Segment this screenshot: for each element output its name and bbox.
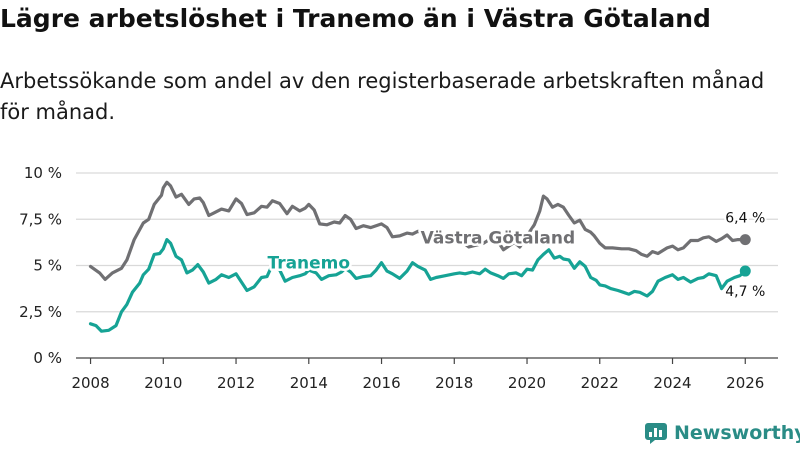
x-tick-label: 2010 bbox=[144, 374, 182, 392]
tranemo-end-marker bbox=[739, 265, 751, 277]
tranemo-line bbox=[88, 238, 747, 333]
x-tick-label: 2014 bbox=[290, 374, 328, 392]
y-tick-label: 0 % bbox=[33, 349, 62, 367]
tranemo-label: Tranemo bbox=[267, 253, 350, 273]
y-tick-label: 2,5 % bbox=[19, 303, 62, 321]
x-tick-label: 2020 bbox=[508, 374, 546, 392]
axes: 0 % 2,5 % 5 % 7,5 % 10 % 2008 2010 2012 2014 2016… bbox=[19, 164, 778, 392]
tranemo-end-value: 4,7 % bbox=[725, 284, 765, 300]
vastra-gotaland-end-marker bbox=[739, 234, 751, 246]
x-tick-label: 2024 bbox=[653, 374, 691, 392]
x-tick-label: 2008 bbox=[71, 374, 109, 392]
y-tick-label: 5 % bbox=[33, 257, 62, 275]
series-labels: Västra Götaland Tranemo 6,4 % 4,7 % bbox=[265, 209, 767, 302]
x-tick-label: 2018 bbox=[435, 374, 473, 392]
vastra-gotaland-label: Västra Götaland bbox=[421, 228, 576, 248]
series-lines bbox=[88, 180, 751, 333]
chart-subtitle: Arbetssökande som andel av den registerb… bbox=[0, 69, 765, 124]
brand-name: Newsworthy bbox=[674, 422, 800, 444]
vastra-gotaland-line bbox=[88, 180, 747, 281]
y-tick-label: 7,5 % bbox=[19, 210, 62, 228]
x-tick-label: 2026 bbox=[726, 374, 764, 392]
newsworthy-logo: Newsworthy bbox=[644, 420, 800, 446]
x-tick-label: 2022 bbox=[581, 374, 619, 392]
x-tick-label: 2012 bbox=[217, 374, 255, 392]
chart-title: Lägre arbetslöshet i Tranemo än i Västra… bbox=[0, 4, 711, 33]
y-tick-label: 10 % bbox=[24, 164, 62, 182]
newsworthy-icon bbox=[645, 423, 667, 444]
vastra-gotaland-end-value: 6,4 % bbox=[725, 211, 765, 227]
x-tick-label: 2016 bbox=[362, 374, 400, 392]
gridlines bbox=[76, 172, 778, 313]
